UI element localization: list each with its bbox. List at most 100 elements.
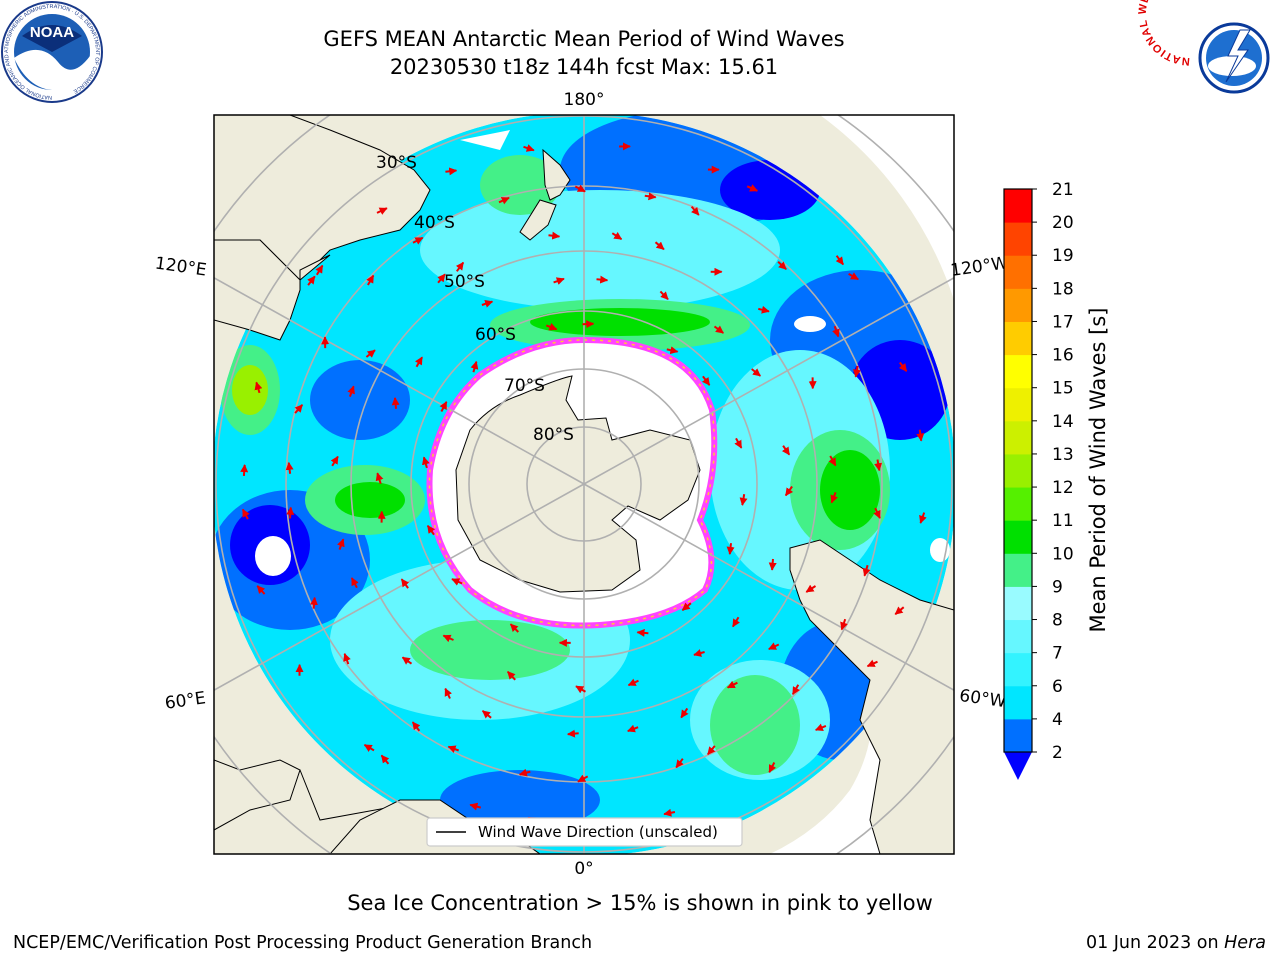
colorbar-cell <box>1004 321 1032 356</box>
wave-direction-arrow <box>444 687 453 699</box>
wave-direction-arrow <box>832 325 840 338</box>
wave-direction-arrow <box>873 507 881 519</box>
lon-label-top: 180° <box>564 90 605 110</box>
lat-label-60s: 60°S <box>475 325 516 345</box>
wave-direction-arrow <box>401 656 413 665</box>
wave-direction-arrow <box>791 684 800 695</box>
wave-direction-arrow <box>285 461 294 474</box>
wave-direction-arrow <box>337 538 345 550</box>
wave-direction-arrow <box>330 455 339 467</box>
wave-direction-arrow <box>663 808 676 817</box>
wave-direction-arrow <box>732 616 741 628</box>
wave-direction-arrow <box>523 144 535 152</box>
wave-direction-arrow <box>680 707 689 719</box>
wave-direction-arrow <box>307 275 316 286</box>
wave-direction-arrow <box>498 196 510 205</box>
wave-direction-arrow <box>391 397 400 409</box>
wave-direction-arrow <box>575 685 587 694</box>
wave-direction-arrow <box>768 558 777 571</box>
legend-label: Wind Wave Direction (unscaled) <box>478 823 718 841</box>
wave-direction-arrow <box>726 680 738 689</box>
wave-direction-arrow <box>758 305 770 314</box>
wave-direction-arrow <box>713 325 724 334</box>
wave-direction-arrow <box>693 649 705 657</box>
colorbar-tick-label: 11 <box>1052 511 1074 531</box>
wave-direction-arrow <box>256 585 266 595</box>
wave-direction-arrow <box>254 381 263 394</box>
wave-direction-arrow <box>315 264 324 276</box>
wave-direction-arrow <box>701 375 711 386</box>
footer-date-text: 01 Jun 2023 on <box>1085 933 1225 953</box>
wave-direction-arrow <box>898 361 908 372</box>
wave-direction-arrow <box>659 290 669 300</box>
lon-label-upper-right: 120°W <box>949 253 1009 281</box>
wind-wave-arrows <box>240 142 927 827</box>
wave-direction-arrow <box>916 429 925 442</box>
sea-ice-region <box>426 336 718 629</box>
wave-direction-arrow <box>835 255 845 266</box>
colorbar-under-triangle <box>1004 752 1032 780</box>
wave-direction-arrow <box>455 261 465 272</box>
wave-direction-arrow <box>919 512 927 524</box>
wave-direction-arrow <box>400 578 410 589</box>
lat-label-30s: 30°S <box>376 153 417 173</box>
colorbar-cell <box>1004 453 1032 488</box>
wave-direction-arrow <box>746 184 759 192</box>
wave-direction-arrow <box>644 192 657 201</box>
wave-direction-arrow <box>509 623 520 633</box>
colorbar: 2 4 6 7 8 9 10 11 12 13 14 15 16 17 18 19 20 21 <box>1003 180 1074 780</box>
colorbar-cell <box>1004 255 1032 289</box>
nws-logo-icon: NATIONAL WEATHER SERVICE <box>1137 0 1280 110</box>
colorbar-tick-label: 17 <box>1052 312 1074 332</box>
wave-direction-arrow <box>777 261 787 270</box>
wave-direction-arrow <box>874 459 883 472</box>
colorbar-cell <box>1004 553 1032 587</box>
colorbar-tick-label: 20 <box>1052 213 1074 233</box>
wave-direction-arrow <box>596 275 609 284</box>
wave-direction-arrow <box>545 323 558 331</box>
colorbar-cell <box>1004 619 1032 654</box>
lat-label-80s: 80°S <box>533 425 574 445</box>
wave-direction-arrow <box>365 349 376 358</box>
colorbar-tick-label: 8 <box>1052 611 1063 631</box>
wave-direction-arrow <box>442 634 454 643</box>
colorbar-cell <box>1004 652 1032 687</box>
wave-direction-arrow <box>553 277 565 285</box>
footer-date: 01 Jun 2023 on Hera <box>1086 933 1266 953</box>
wave-direction-arrow <box>240 464 249 476</box>
colorbar-cell <box>1004 288 1032 322</box>
wave-direction-arrow <box>768 642 780 651</box>
colorbar-tick-label: 16 <box>1052 346 1074 366</box>
wave-direction-arrow <box>751 368 761 377</box>
wave-direction-arrow <box>518 768 531 777</box>
colorbar-tick-label: 15 <box>1052 379 1074 399</box>
map-frame <box>213 114 955 855</box>
wave-direction-arrow <box>805 584 817 593</box>
colorbar-tick-label: 18 <box>1052 279 1074 299</box>
south-america-land <box>789 539 954 854</box>
wave-direction-arrow <box>411 721 421 732</box>
wave-direction-arrow <box>412 236 424 245</box>
wave-direction-arrow <box>548 231 561 240</box>
chart-subtitle: 20230530 t18z 144h fcst Max: 15.61 <box>389 55 779 79</box>
noaa-logo-text: NOAA <box>30 24 74 41</box>
colorbar-tick-label: 19 <box>1052 246 1074 266</box>
wave-direction-arrow <box>376 207 388 215</box>
wave-direction-arrow <box>853 365 861 378</box>
wave-direction-arrow <box>781 445 791 456</box>
colorbar-cell <box>1004 189 1032 223</box>
wave-direction-arrow <box>350 577 359 589</box>
colorbar-cell <box>1004 520 1032 554</box>
wave-direction-arrow <box>636 628 649 637</box>
wave-direction-arrow <box>814 723 827 732</box>
wave-direction-arrow <box>666 346 679 355</box>
map-area: 30°S 40°S 50°S 60°S 70°S 80°S Wind Wave … <box>214 115 954 854</box>
wave-direction-arrow <box>840 618 848 631</box>
wave-direction-arrow <box>422 456 430 469</box>
sea-ice-caption: Sea Ice Concentration > 15% is shown in … <box>347 891 933 915</box>
footer-credit: NCEP/EMC/Verification Post Processing Pr… <box>13 933 593 953</box>
map-legend: Wind Wave Direction (unscaled) <box>426 817 743 847</box>
wave-direction-arrow <box>654 241 665 251</box>
wave-direction-arrow <box>506 671 516 681</box>
